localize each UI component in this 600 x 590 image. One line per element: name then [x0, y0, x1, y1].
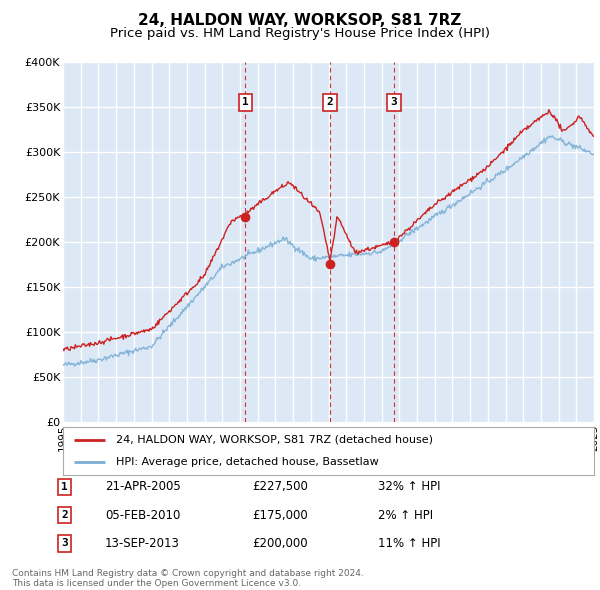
Text: Price paid vs. HM Land Registry's House Price Index (HPI): Price paid vs. HM Land Registry's House …: [110, 27, 490, 40]
Text: 13-SEP-2013: 13-SEP-2013: [105, 537, 180, 550]
Text: £200,000: £200,000: [252, 537, 308, 550]
Text: 2% ↑ HPI: 2% ↑ HPI: [378, 509, 433, 522]
Text: Contains HM Land Registry data © Crown copyright and database right 2024.
This d: Contains HM Land Registry data © Crown c…: [12, 569, 364, 588]
Text: 24, HALDON WAY, WORKSOP, S81 7RZ (detached house): 24, HALDON WAY, WORKSOP, S81 7RZ (detach…: [116, 435, 433, 445]
Text: 05-FEB-2010: 05-FEB-2010: [105, 509, 181, 522]
Text: 3: 3: [61, 539, 68, 548]
Text: 21-APR-2005: 21-APR-2005: [105, 480, 181, 493]
Text: 2: 2: [61, 510, 68, 520]
Text: 3: 3: [391, 97, 397, 107]
Text: 2: 2: [327, 97, 334, 107]
Text: 1: 1: [61, 482, 68, 491]
Text: 1: 1: [242, 97, 248, 107]
Text: 24, HALDON WAY, WORKSOP, S81 7RZ: 24, HALDON WAY, WORKSOP, S81 7RZ: [139, 13, 461, 28]
Text: £227,500: £227,500: [252, 480, 308, 493]
Text: HPI: Average price, detached house, Bassetlaw: HPI: Average price, detached house, Bass…: [116, 457, 379, 467]
Text: 11% ↑ HPI: 11% ↑ HPI: [378, 537, 440, 550]
Text: £175,000: £175,000: [252, 509, 308, 522]
Text: 32% ↑ HPI: 32% ↑ HPI: [378, 480, 440, 493]
